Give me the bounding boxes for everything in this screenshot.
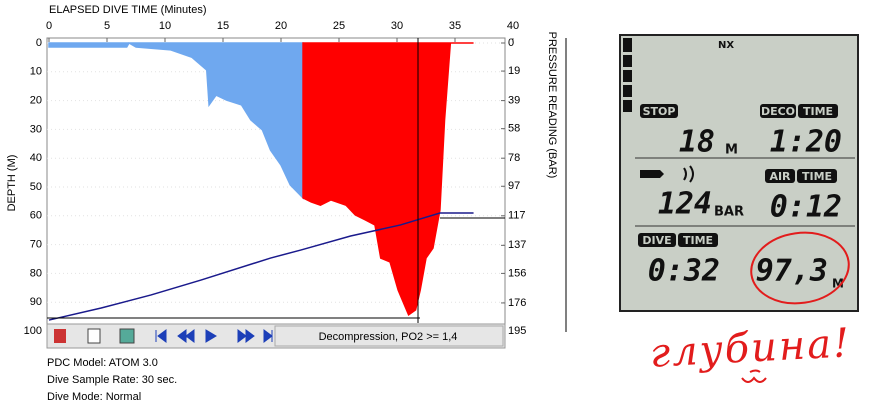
y-tick-label: 30 — [30, 123, 42, 135]
air-unit: BAR — [714, 205, 744, 220]
x-tick-label: 30 — [391, 20, 403, 32]
air-time: 0:12 — [770, 190, 842, 225]
dive-time: 0:32 — [648, 254, 720, 289]
mode: NX — [718, 40, 734, 51]
scribble — [741, 369, 767, 383]
y-tick-label: 100 — [24, 325, 42, 337]
highlight-circle — [750, 231, 850, 305]
info-line: Dive Mode: Normal — [47, 391, 141, 403]
bar-segments — [623, 38, 632, 112]
y-tick-label: 50 — [30, 181, 42, 193]
y2-tick-label: 156 — [508, 267, 526, 279]
y2-tick-label: 0 — [508, 37, 514, 49]
x-tick-label: 15 — [217, 20, 229, 32]
y2-axis-label: PRESSURE READING (BAR) — [546, 32, 558, 179]
y-tick-label: 60 — [30, 210, 42, 222]
status-box — [274, 325, 504, 347]
x-tick-label: 10 — [159, 20, 171, 32]
tag-bg — [640, 104, 678, 118]
y-tick-label: 40 — [30, 152, 42, 164]
y2-tick-label: 19 — [508, 65, 520, 77]
air-pressure: 124 — [658, 187, 712, 222]
y2-tick-label: 195 — [508, 325, 526, 337]
deco-time: 1:20 — [770, 125, 842, 160]
time-tag: TIME — [803, 105, 833, 118]
x-axis-label: ELAPSED DIVE TIME (Minutes) — [49, 4, 207, 16]
y-tick-label: 20 — [30, 95, 42, 107]
tank-icon — [640, 170, 664, 178]
toolbar-buttons[interactable] — [54, 328, 273, 344]
depth-unit: M — [832, 277, 844, 291]
playback-controls[interactable] — [155, 329, 273, 343]
x-tick-label: 25 — [333, 20, 345, 32]
dive-computer: NX STOP 18 M DECO TIME 1:20 124 BAR AIR … — [619, 34, 859, 312]
x-tick-label: 0 — [46, 20, 52, 32]
tag-bg — [760, 104, 796, 118]
depth-area — [48, 41, 304, 200]
pressure-line — [48, 212, 474, 321]
stop-tag: STOP — [643, 105, 676, 118]
button-icon[interactable] — [87, 328, 101, 344]
y2-tick-label: 97 — [508, 180, 520, 192]
y2-tick-label: 137 — [508, 239, 526, 251]
depth-area — [302, 42, 474, 317]
y-tick-label: 90 — [30, 296, 42, 308]
y-axis-label: DEPTH (M) — [6, 155, 18, 212]
tag-bg — [765, 169, 795, 183]
tag-bg — [797, 169, 837, 183]
y-tick-label: 80 — [30, 267, 42, 279]
x-tick-label: 40 — [507, 20, 519, 32]
deco-tag: DECO — [761, 105, 795, 118]
signal-icon — [683, 165, 694, 183]
y-tick-label: 10 — [30, 66, 42, 78]
y2-tick-label: 39 — [508, 95, 520, 107]
y-tick-label: 0 — [36, 37, 42, 49]
y2-tick-label: 176 — [508, 297, 526, 309]
y2-tick-label: 117 — [508, 210, 526, 222]
x-tick-label: 20 — [275, 20, 287, 32]
dive-tag: DIVE — [642, 234, 671, 247]
x-tick-label: 35 — [449, 20, 461, 32]
stop-unit: M — [725, 143, 738, 158]
info-line: PDC Model: ATOM 3.0 — [47, 357, 158, 369]
time-tag: TIME — [802, 170, 832, 183]
tag-bg — [798, 104, 838, 118]
air-tag: AIR — [769, 170, 791, 183]
x-tick-label: 5 — [104, 20, 110, 32]
button-icon[interactable] — [119, 328, 135, 344]
plot — [47, 38, 514, 332]
y2-tick-label: 78 — [508, 152, 520, 164]
tag-bg — [678, 233, 718, 247]
time-tag: TIME — [683, 234, 713, 247]
handwritten-note: глубина! — [649, 320, 852, 376]
current-depth: 97,3 — [756, 254, 828, 289]
button-icon[interactable] — [54, 329, 66, 343]
y-tick-label: 70 — [30, 239, 42, 251]
y2-tick-label: 58 — [508, 123, 520, 135]
stop-depth: 18 — [679, 125, 715, 160]
status-text: Decompression, PO2 >= 1,4 — [319, 331, 458, 343]
info-line: Dive Sample Rate: 30 sec. — [47, 374, 177, 386]
tag-bg — [638, 233, 676, 247]
